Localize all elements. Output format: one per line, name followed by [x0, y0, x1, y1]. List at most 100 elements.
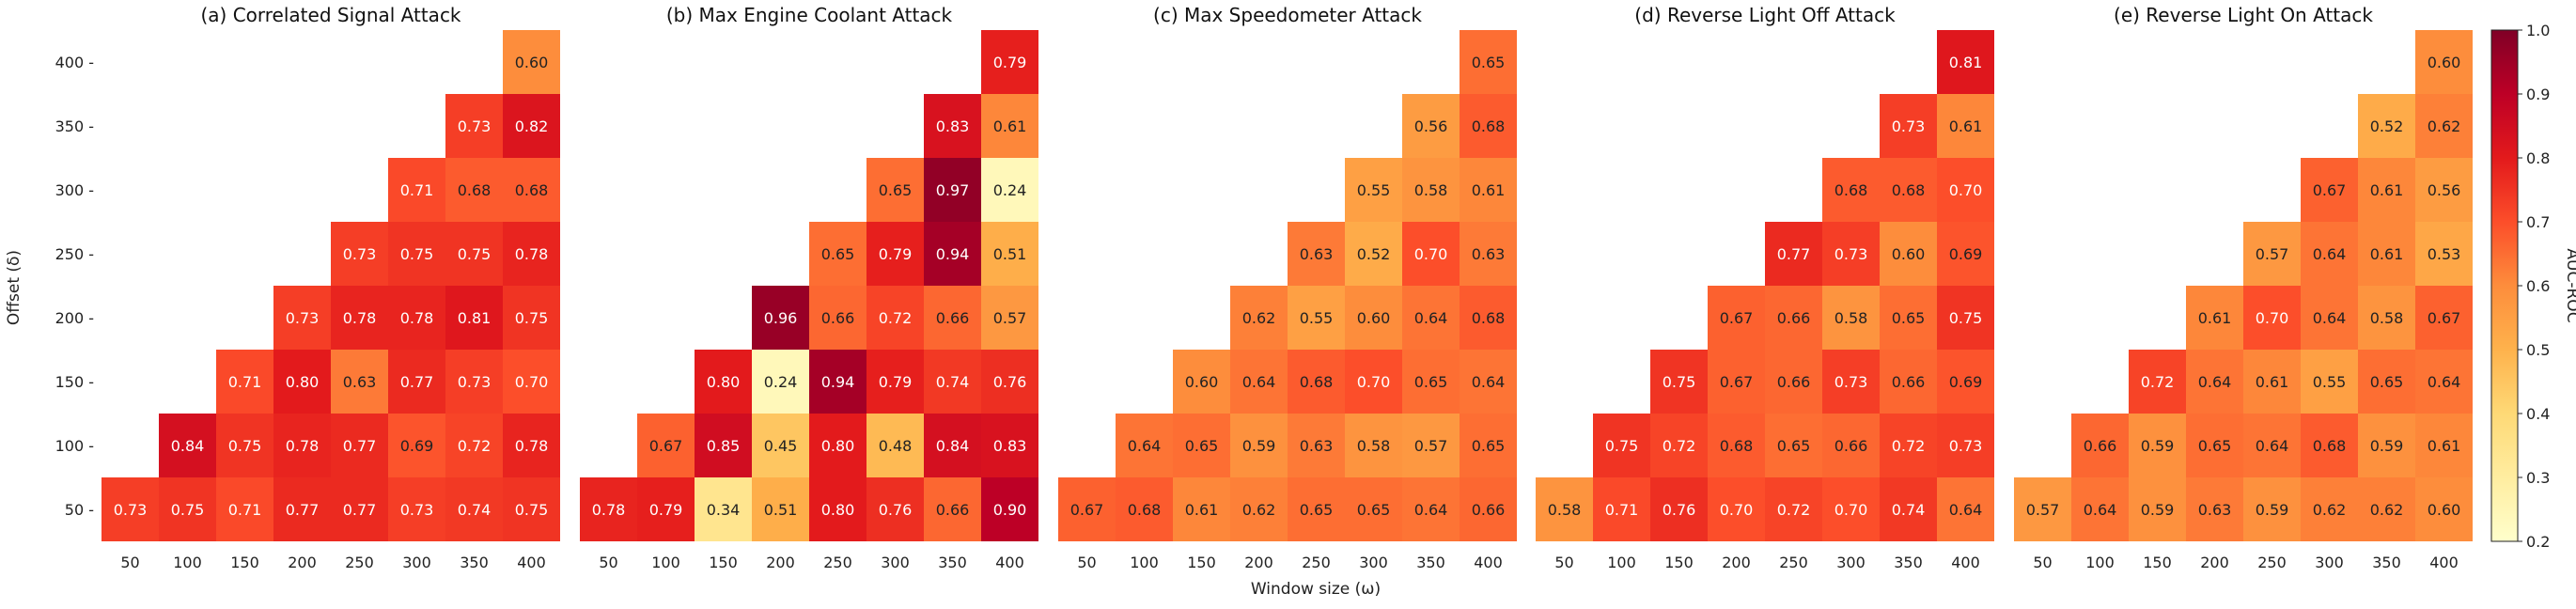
cell-value-label: 0.73 — [400, 501, 434, 519]
heatmap-cell — [445, 94, 503, 158]
cell-value-label: 0.77 — [400, 373, 434, 391]
colorbar-gradient — [2490, 29, 2519, 542]
cell-value-label: 0.74 — [936, 373, 970, 391]
x-tick-label: 250 — [1779, 554, 1808, 571]
x-tick-label: 350 — [2372, 554, 2401, 571]
cell-value-label: 0.66 — [1777, 309, 1811, 327]
cell-value-label: 0.70 — [1720, 501, 1754, 519]
heatmap-cell — [695, 414, 752, 477]
heatmap-cell — [2415, 414, 2473, 477]
heatmap-cell — [1937, 414, 1994, 477]
cell-value-label: 0.61 — [2370, 181, 2404, 199]
heatmap-cell — [1402, 222, 1460, 286]
heatmap-cell — [2358, 158, 2415, 222]
heatmap-cell — [445, 158, 503, 222]
x-tick-label: 400 — [1951, 554, 1980, 571]
heatmap-cell — [2415, 30, 2473, 94]
heatmap-cell — [1937, 158, 1994, 222]
x-tick-label: 350 — [460, 554, 489, 571]
colorbar-ticks: 0.2 0.3 0.4 0.5 0.6 0.7 0.8 0.9 1.0 — [2518, 22, 2550, 551]
heatmap-cell — [445, 222, 503, 286]
heatmap-cell — [924, 222, 981, 286]
cell-value-label: 0.66 — [821, 309, 855, 327]
cell-value-label: 0.72 — [879, 309, 913, 327]
y-tick-label: 400 - — [55, 54, 94, 71]
cell-value-label: 0.66 — [1472, 501, 1506, 519]
cell-value-label: 0.68 — [1128, 501, 1162, 519]
cell-value-label: 0.65 — [879, 181, 913, 199]
heatmap-cell — [981, 222, 1038, 286]
cell-value-label: 0.67 — [1720, 309, 1754, 327]
cell-value-label: 0.57 — [2256, 245, 2289, 263]
cell-value-label: 0.72 — [458, 437, 492, 455]
heatmap-cell — [981, 30, 1038, 94]
heatmap-cell — [981, 350, 1038, 414]
heatmap-cell — [1460, 222, 1517, 286]
cell-value-label: 0.80 — [821, 501, 855, 519]
cell-value-label: 0.61 — [1185, 501, 1219, 519]
cell-value-label: 0.72 — [1892, 437, 1926, 455]
heatmap-cell — [866, 222, 924, 286]
cell-value-label: 0.68 — [2313, 437, 2347, 455]
heatmap-cell — [503, 94, 560, 158]
x-tick-label: 150 — [1187, 554, 1216, 571]
cell-value-label: 0.77 — [1777, 245, 1811, 263]
panel-title: (d) Reverse Light Off Attack — [1634, 4, 1896, 26]
heatmap-cell — [924, 477, 981, 541]
heatmap-cell — [2301, 477, 2358, 541]
cell-value-label: 0.64 — [2313, 245, 2347, 263]
cell-value-label: 0.81 — [1949, 54, 1983, 71]
cell-value-label: 0.67 — [2313, 181, 2347, 199]
x-tick-label: 200 — [288, 554, 317, 571]
cell-value-label: 0.63 — [1472, 245, 1506, 263]
heatmap-cell — [1460, 94, 1517, 158]
heatmap-cell — [2415, 94, 2473, 158]
panel-title: (c) Max Speedometer Attack — [1153, 4, 1422, 26]
heatmap-cell — [1880, 222, 1937, 286]
colorbar-label: AUC-ROC — [2563, 248, 2576, 322]
cell-value-label: 0.62 — [2313, 501, 2347, 519]
cell-value-label: 0.64 — [2256, 437, 2289, 455]
panel-title: (a) Correlated Signal Attack — [200, 4, 461, 26]
cell-value-label: 0.64 — [1414, 309, 1448, 327]
cell-value-label: 0.65 — [1185, 437, 1219, 455]
cell-value-label: 0.75 — [228, 437, 262, 455]
heatmap-cell — [1880, 414, 1937, 477]
cell-value-label: 0.78 — [515, 437, 549, 455]
heatmap-cell — [2301, 158, 2358, 222]
cell-value-label: 0.75 — [1949, 309, 1983, 327]
heatmap-cell — [331, 350, 388, 414]
cell-value-label: 0.79 — [879, 373, 913, 391]
cell-value-label: 0.64 — [2198, 373, 2232, 391]
heatmap-cell — [503, 477, 560, 541]
cell-value-label: 0.60 — [2428, 501, 2461, 519]
heatmap-cell — [1880, 286, 1937, 350]
heatmap-cell — [809, 286, 866, 350]
heatmap-cell — [1593, 414, 1650, 477]
cell-value-label: 0.85 — [707, 437, 741, 455]
heatmap-cell — [331, 286, 388, 350]
heatmap-cell — [1536, 477, 1593, 541]
heatmap-cell — [1288, 414, 1345, 477]
cell-value-label: 0.71 — [228, 373, 262, 391]
cell-value-label: 0.61 — [2256, 373, 2289, 391]
heatmap-cell — [1822, 350, 1880, 414]
cell-value-label: 0.64 — [1949, 501, 1983, 519]
heatmap-cell — [331, 477, 388, 541]
cell-value-label: 0.75 — [171, 501, 205, 519]
cell-value-label: 0.94 — [821, 373, 855, 391]
heatmap-cell — [981, 477, 1038, 541]
cell-value-label: 0.71 — [400, 181, 434, 199]
colorbar-tick-label: 0.8 — [2526, 149, 2550, 167]
cell-value-label: 0.61 — [1472, 181, 1506, 199]
cell-value-label: 0.64 — [1472, 373, 1506, 391]
heatmap-cell — [809, 477, 866, 541]
cell-value-label: 0.75 — [458, 245, 492, 263]
heatmap-cell — [1937, 350, 1994, 414]
heatmap-cell — [981, 158, 1038, 222]
heatmap-cell — [503, 30, 560, 94]
heatmap-cell — [101, 477, 159, 541]
heatmap-cell — [637, 414, 695, 477]
heatmap-cell — [866, 286, 924, 350]
cell-value-label: 0.63 — [1300, 245, 1334, 263]
